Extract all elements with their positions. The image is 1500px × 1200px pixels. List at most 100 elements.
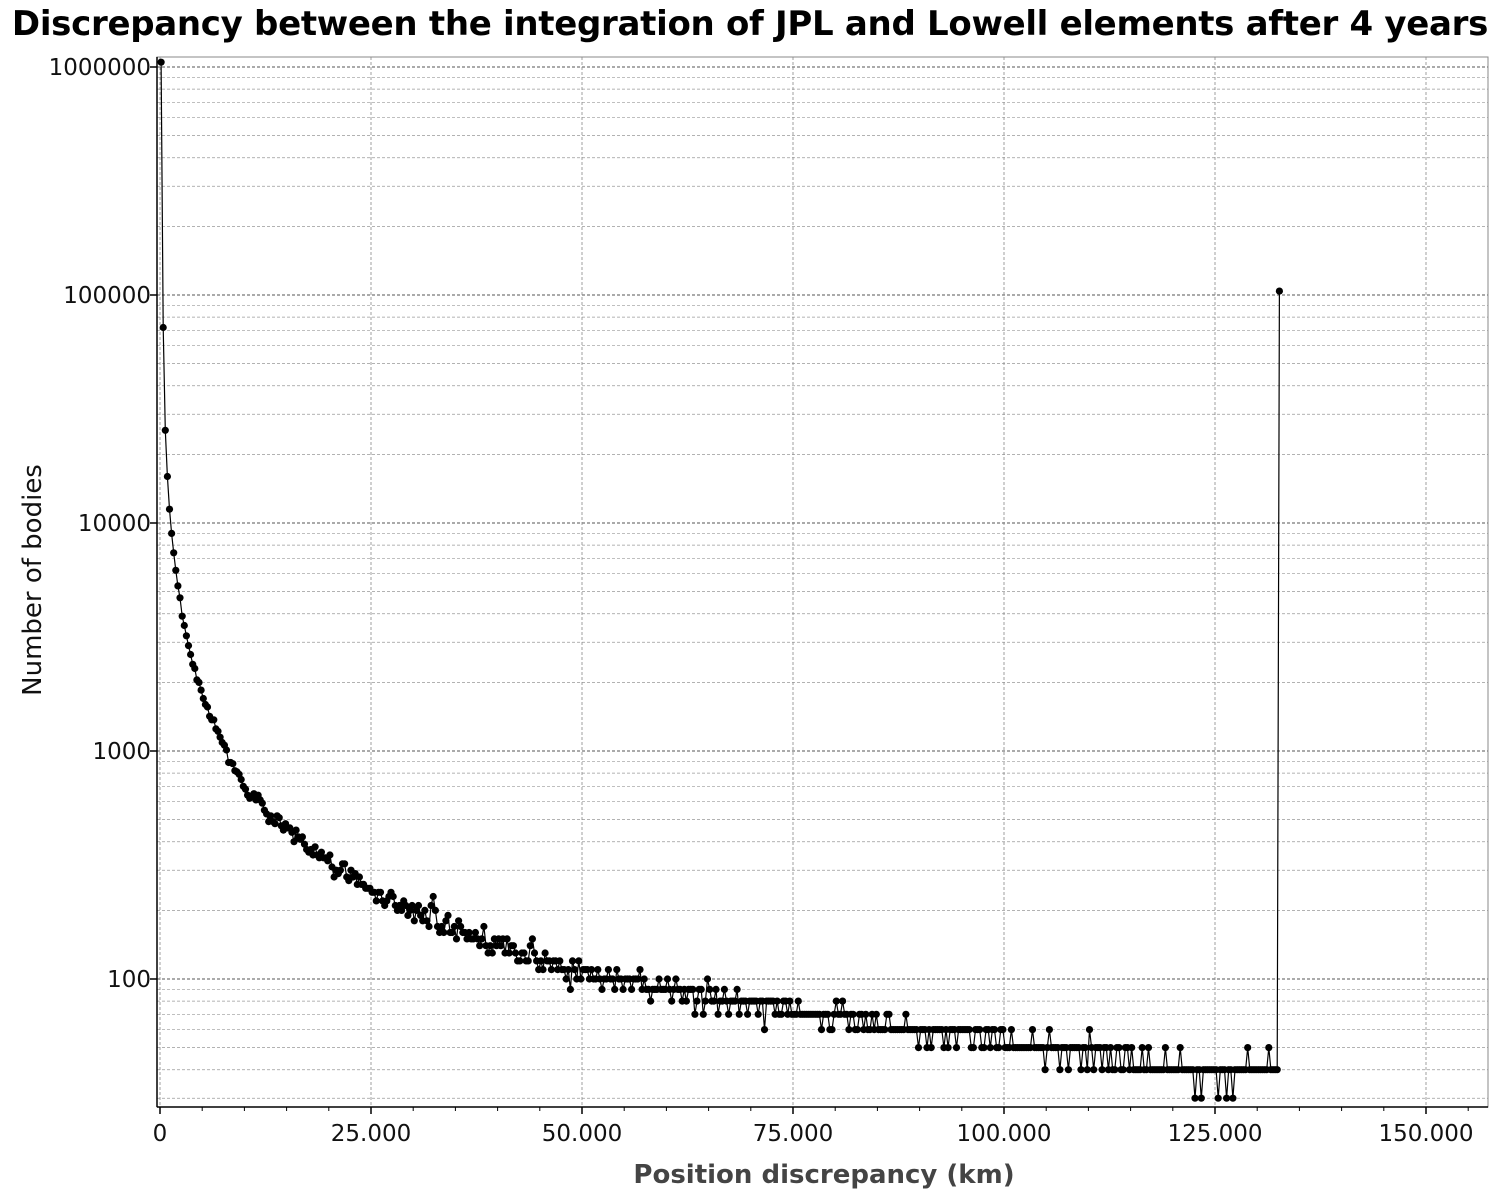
data-point [976, 1026, 984, 1034]
data-point [720, 985, 729, 994]
data-point [421, 906, 429, 915]
x-axis-ticks: 0 25.000 50.000 75.000 100.000 125.000 150.000 [153, 1107, 1474, 1147]
data-point [503, 935, 511, 943]
data-point [881, 1026, 889, 1034]
data-point [1041, 1066, 1049, 1074]
data-point [178, 612, 186, 620]
major-gridlines [157, 57, 1488, 1107]
data-point [410, 917, 418, 925]
data-point [668, 997, 676, 1005]
data-point [1085, 1026, 1094, 1034]
data-point [547, 966, 556, 974]
data-point [706, 985, 714, 994]
data-point [682, 997, 691, 1005]
data-point [995, 1044, 1003, 1052]
data-point [511, 949, 520, 957]
data-point [184, 642, 193, 650]
data-point [1214, 1094, 1222, 1102]
data-point [609, 975, 617, 983]
data-point [465, 928, 473, 937]
data-point [914, 1044, 923, 1052]
data-point [845, 1026, 853, 1034]
data-point [176, 594, 184, 602]
data-point [267, 812, 275, 820]
data-point [699, 1010, 707, 1018]
data-point [497, 942, 505, 950]
data-point [1229, 1094, 1237, 1102]
data-point [298, 833, 306, 841]
data-point [710, 997, 718, 1005]
data-point [714, 1010, 722, 1018]
data-point [271, 820, 279, 828]
data-point [1007, 1026, 1016, 1034]
data-point [1098, 1066, 1106, 1074]
data-point [168, 529, 176, 538]
data-point [849, 1010, 857, 1018]
data-point [444, 911, 452, 920]
data-point [195, 678, 203, 687]
data-point [1138, 1044, 1146, 1052]
data-point [237, 775, 245, 784]
data-point [1161, 1044, 1169, 1052]
minor-gridlines [157, 77, 1488, 1099]
data-point [1223, 1094, 1231, 1102]
y-tick-label: 100000 [63, 283, 151, 309]
data-point [1115, 1044, 1123, 1052]
data-point [229, 760, 237, 768]
data-point [1191, 1094, 1199, 1102]
data-point [655, 975, 663, 983]
data-point [1144, 1044, 1153, 1052]
data-point [1064, 1066, 1072, 1074]
data-point [1128, 1044, 1136, 1052]
data-point [170, 549, 178, 557]
data-point [431, 906, 439, 915]
data-point [577, 975, 585, 983]
data-point [292, 826, 300, 834]
data-point [944, 1044, 952, 1052]
data-point [598, 985, 606, 994]
data-point [389, 892, 397, 901]
data-point [965, 1026, 973, 1034]
data-point [817, 1026, 826, 1034]
data-point [1197, 1094, 1205, 1102]
x-tick-label: 0 [153, 1121, 168, 1147]
data-point [210, 716, 218, 724]
data-point [1275, 287, 1283, 295]
data-point [1244, 1044, 1252, 1052]
data-point [980, 1044, 988, 1052]
data-point [731, 997, 739, 1005]
data-point [571, 966, 579, 974]
data-point [341, 860, 349, 868]
data-point [425, 922, 433, 931]
data-point [872, 1010, 880, 1018]
x-tick-label: 50.000 [542, 1121, 622, 1147]
x-axis-title: Position discrepancy (km) [633, 1160, 1014, 1190]
data-point [440, 928, 448, 937]
data-point [165, 505, 174, 513]
data-point [754, 1010, 762, 1018]
data-point [199, 694, 207, 703]
data-point [564, 966, 572, 974]
y-tick-label: 10000 [78, 511, 151, 537]
data-point [1107, 1044, 1115, 1052]
data-point [520, 949, 528, 957]
data-point [969, 1044, 978, 1052]
data-point [516, 957, 524, 965]
data-point [594, 966, 602, 974]
data-point [163, 472, 171, 481]
data-point [794, 997, 802, 1005]
data-point [174, 582, 182, 590]
data-point [530, 949, 539, 957]
data-point [161, 426, 169, 434]
data-point [157, 58, 165, 66]
data-point [1111, 1066, 1119, 1074]
data-point [180, 621, 188, 630]
y-tick-label: 1000 [92, 739, 151, 765]
data-point [524, 957, 532, 965]
data-point [182, 632, 190, 640]
y-tick-label: 1000000 [49, 55, 151, 81]
data-point [442, 917, 450, 925]
data-point [311, 843, 319, 851]
data-point [990, 1026, 999, 1034]
data-point [408, 901, 416, 910]
